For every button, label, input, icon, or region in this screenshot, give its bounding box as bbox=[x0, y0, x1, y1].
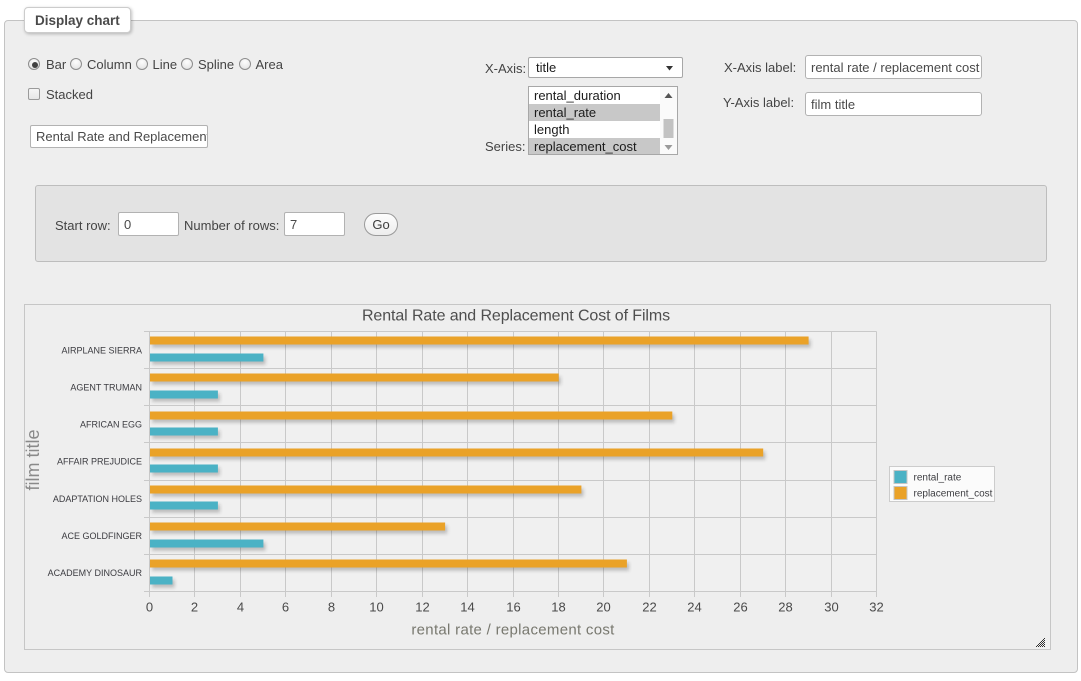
svg-text:20: 20 bbox=[596, 600, 610, 615]
svg-text:10: 10 bbox=[369, 600, 383, 615]
svg-text:ADAPTATION HOLES: ADAPTATION HOLES bbox=[53, 494, 142, 504]
svg-text:AGENT TRUMAN: AGENT TRUMAN bbox=[70, 382, 142, 392]
svg-text:18: 18 bbox=[551, 600, 565, 615]
svg-text:8: 8 bbox=[328, 600, 335, 615]
svg-text:30: 30 bbox=[824, 600, 838, 615]
svg-text:film title: film title bbox=[25, 429, 43, 490]
svg-text:4: 4 bbox=[237, 600, 244, 615]
svg-text:6: 6 bbox=[282, 600, 289, 615]
svg-text:12: 12 bbox=[415, 600, 429, 615]
svg-text:AIRPLANE SIERRA: AIRPLANE SIERRA bbox=[61, 345, 142, 355]
svg-text:14: 14 bbox=[460, 600, 474, 615]
svg-text:24: 24 bbox=[687, 600, 701, 615]
svg-text:rental rate / replacement cost: rental rate / replacement cost bbox=[411, 622, 615, 639]
svg-text:28: 28 bbox=[778, 600, 792, 615]
svg-text:22: 22 bbox=[642, 600, 656, 615]
svg-text:AFRICAN EGG: AFRICAN EGG bbox=[80, 420, 142, 430]
svg-text:2: 2 bbox=[191, 600, 198, 615]
svg-text:ACADEMY DINOSAUR: ACADEMY DINOSAUR bbox=[48, 568, 143, 578]
svg-text:0: 0 bbox=[146, 600, 153, 615]
svg-text:rental_rate: rental_rate bbox=[914, 473, 962, 484]
svg-text:replacement_cost: replacement_cost bbox=[914, 489, 993, 500]
svg-text:32: 32 bbox=[869, 600, 883, 615]
svg-text:16: 16 bbox=[506, 600, 520, 615]
svg-text:ACE GOLDFINGER: ACE GOLDFINGER bbox=[61, 531, 142, 541]
svg-text:Rental Rate and Replacement Co: Rental Rate and Replacement Cost of Film… bbox=[362, 308, 670, 325]
svg-text:AFFAIR PREJUDICE: AFFAIR PREJUDICE bbox=[57, 457, 142, 467]
svg-text:26: 26 bbox=[733, 600, 747, 615]
